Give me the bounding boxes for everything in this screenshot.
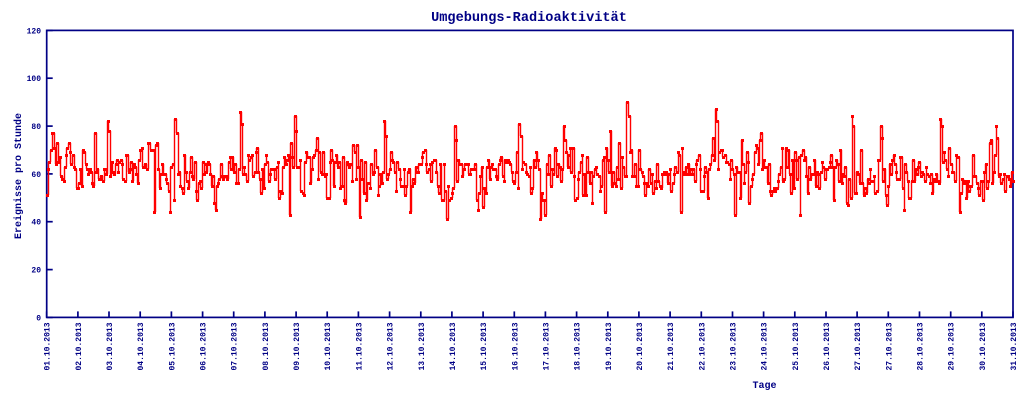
svg-text:01.10.2013: 01.10.2013 bbox=[44, 322, 53, 370]
svg-text:09.10.2013: 09.10.2013 bbox=[293, 322, 302, 370]
svg-text:05.10.2013: 05.10.2013 bbox=[168, 322, 177, 370]
svg-text:27.10.2013: 27.10.2013 bbox=[854, 322, 863, 370]
svg-text:07.10.2013: 07.10.2013 bbox=[231, 322, 240, 370]
svg-text:08.10.2013: 08.10.2013 bbox=[262, 322, 271, 370]
svg-text:24.10.2013: 24.10.2013 bbox=[761, 322, 770, 370]
svg-text:0: 0 bbox=[36, 314, 41, 323]
svg-text:25.10.2013: 25.10.2013 bbox=[792, 322, 801, 370]
svg-text:20: 20 bbox=[31, 267, 41, 276]
svg-text:03.10.2013: 03.10.2013 bbox=[106, 322, 115, 370]
svg-text:100: 100 bbox=[27, 75, 42, 84]
svg-text:13.10.2013: 13.10.2013 bbox=[418, 322, 427, 370]
svg-text:29.10.2013: 29.10.2013 bbox=[948, 322, 957, 370]
svg-text:26.10.2013: 26.10.2013 bbox=[823, 322, 832, 370]
svg-text:10.10.2013: 10.10.2013 bbox=[324, 322, 333, 370]
svg-text:12.10.2013: 12.10.2013 bbox=[387, 322, 396, 370]
svg-text:11.10.2013: 11.10.2013 bbox=[355, 322, 364, 370]
svg-text:80: 80 bbox=[31, 123, 41, 132]
svg-text:15.10.2013: 15.10.2013 bbox=[480, 322, 489, 370]
svg-text:Umgebungs-Radioaktivität: Umgebungs-Radioaktivität bbox=[431, 11, 627, 26]
svg-text:04.10.2013: 04.10.2013 bbox=[137, 322, 146, 370]
svg-text:120: 120 bbox=[27, 27, 42, 36]
svg-text:06.10.2013: 06.10.2013 bbox=[200, 322, 209, 370]
svg-text:17.10.2013: 17.10.2013 bbox=[542, 322, 551, 370]
svg-text:22.10.2013: 22.10.2013 bbox=[698, 322, 707, 370]
svg-text:28.10.2013: 28.10.2013 bbox=[917, 322, 926, 370]
svg-text:21.10.2013: 21.10.2013 bbox=[667, 322, 676, 370]
svg-text:60: 60 bbox=[31, 171, 41, 180]
svg-text:40: 40 bbox=[31, 219, 41, 228]
svg-text:27.10.2013: 27.10.2013 bbox=[885, 322, 894, 370]
svg-text:18.10.2013: 18.10.2013 bbox=[574, 322, 583, 370]
svg-text:14.10.2013: 14.10.2013 bbox=[449, 322, 458, 370]
svg-text:23.10.2013: 23.10.2013 bbox=[730, 322, 739, 370]
svg-text:20.10.2013: 20.10.2013 bbox=[636, 322, 645, 370]
svg-text:31.10.2013: 31.10.2013 bbox=[1010, 322, 1019, 370]
svg-text:19.10.2013: 19.10.2013 bbox=[605, 322, 614, 370]
svg-text:16.10.2013: 16.10.2013 bbox=[511, 322, 520, 370]
svg-text:Ereignisse pro Stunde: Ereignisse pro Stunde bbox=[13, 113, 25, 239]
svg-text:30.10.2013: 30.10.2013 bbox=[979, 322, 988, 370]
svg-text:02.10.2013: 02.10.2013 bbox=[75, 322, 84, 370]
svg-text:Tage: Tage bbox=[752, 381, 776, 392]
